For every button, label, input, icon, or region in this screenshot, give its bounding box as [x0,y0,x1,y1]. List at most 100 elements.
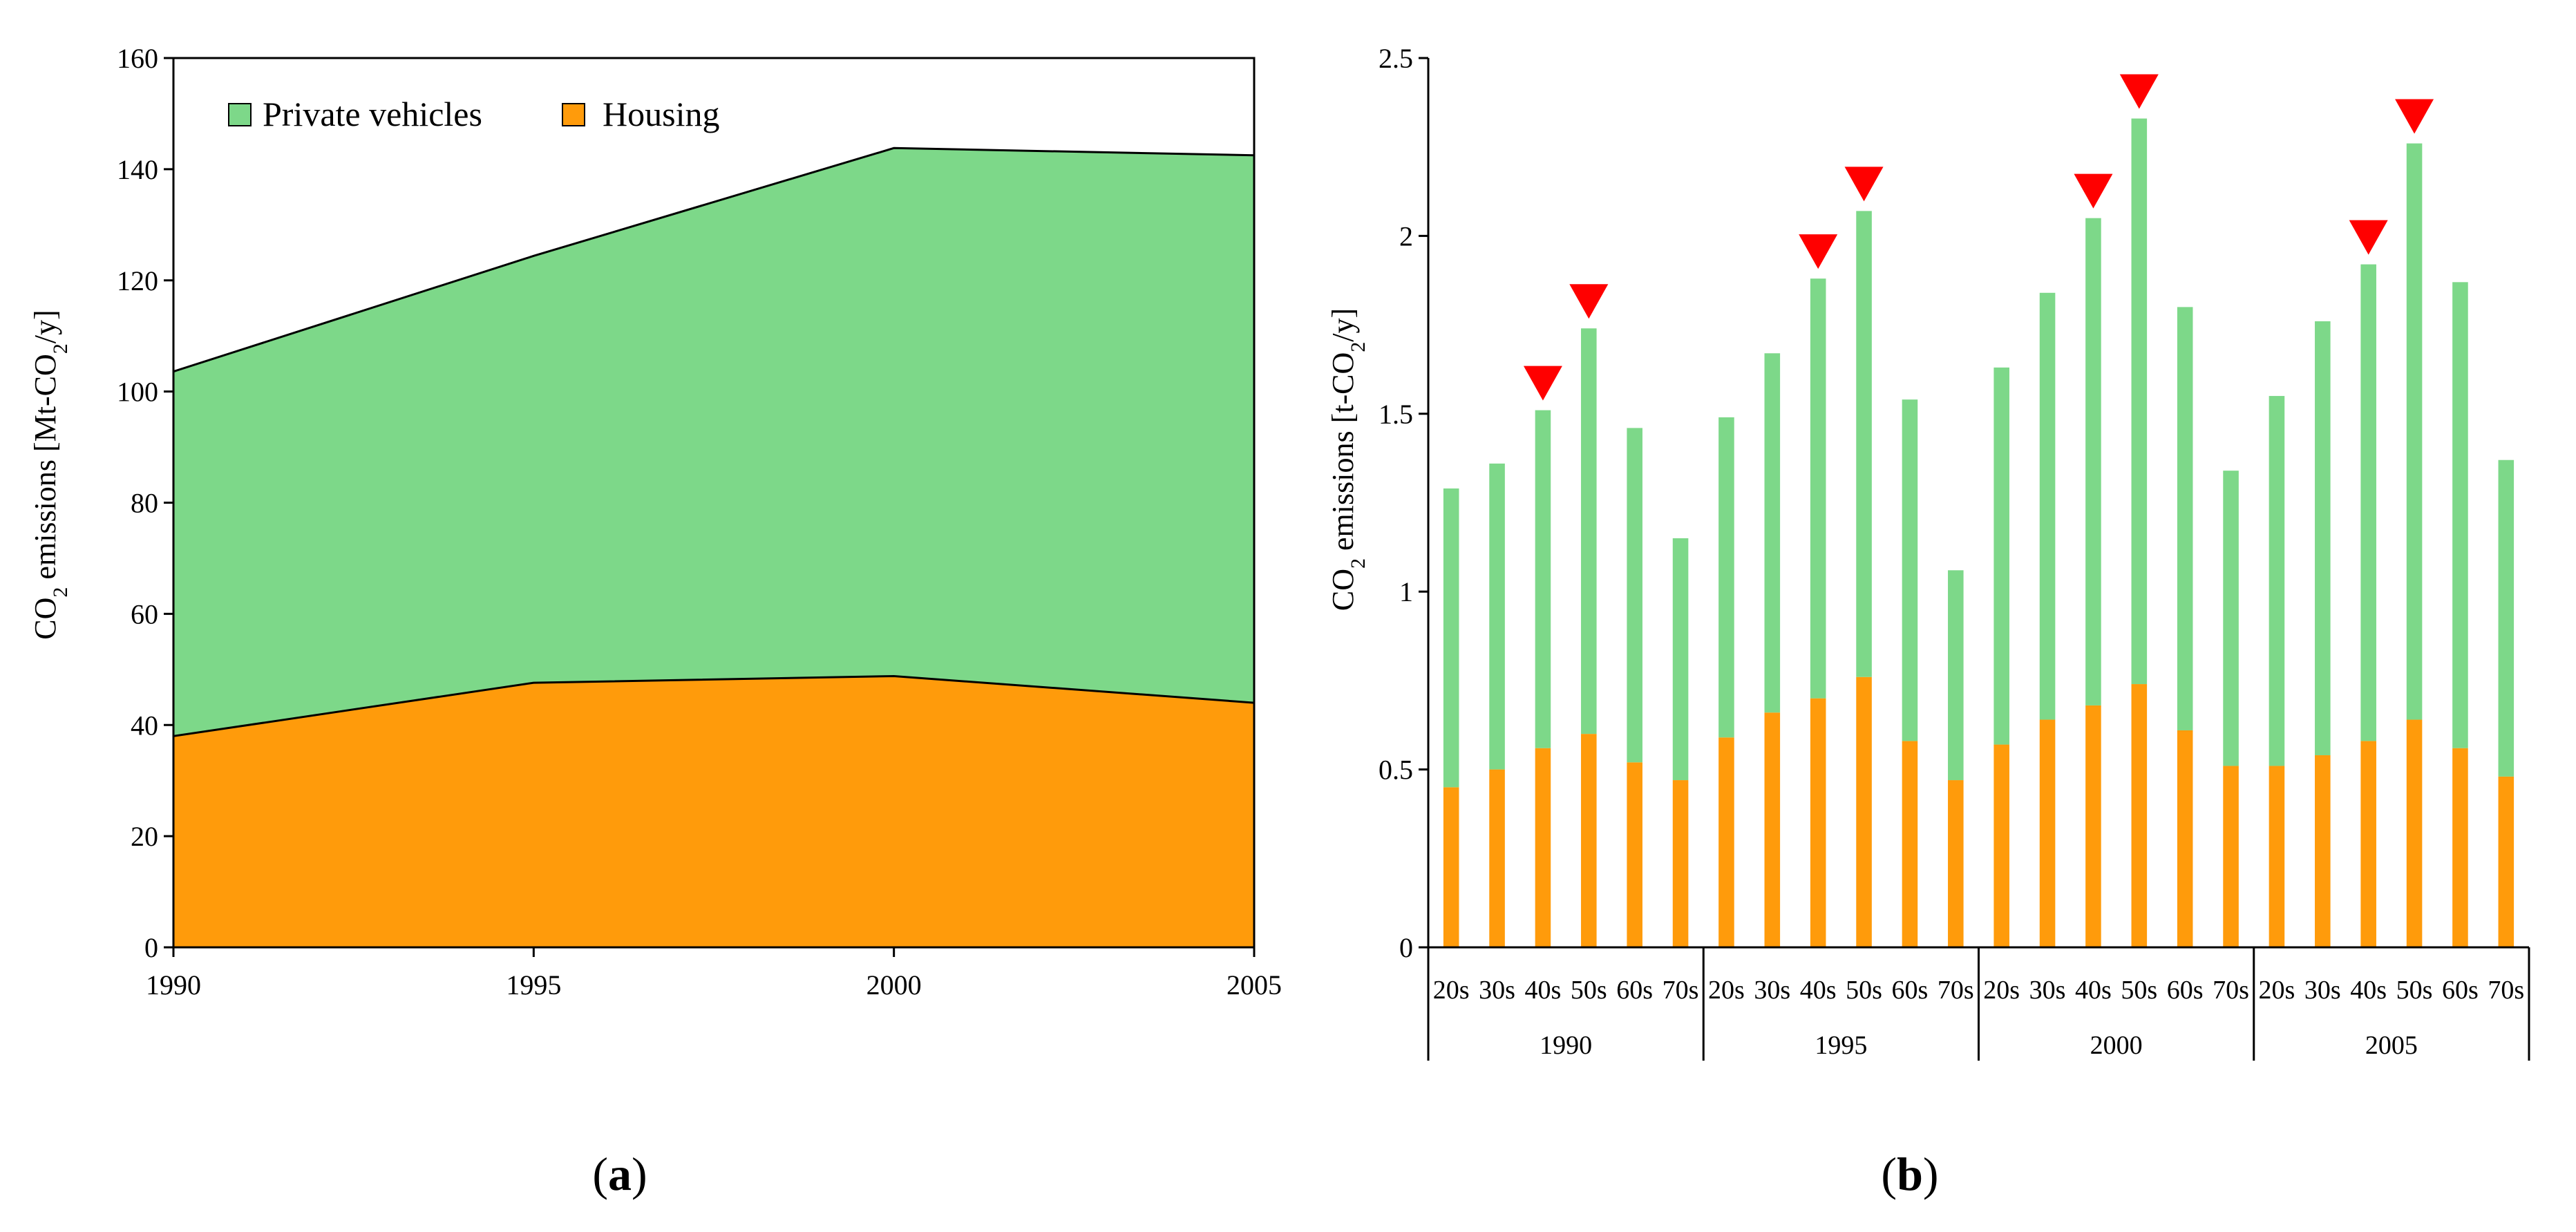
bar-housing [2315,755,2331,947]
y-tick-label: 140 [117,154,158,185]
bar-housing [1810,698,1826,947]
bar-private-vehicles [1993,367,2009,745]
chart-b-axes [1427,58,2530,1061]
group-label: 1990 [1540,1031,1592,1060]
bar-private-vehicles [1489,463,1505,770]
bar-housing [2360,741,2376,947]
y-tick-label: 160 [117,43,158,74]
bar-housing [2452,748,2468,947]
y-tick-label: 2 [1399,220,1413,252]
x-tick-label: 2005 [1227,969,1282,1001]
highlight-marker [1569,284,1609,319]
highlight-marker [1799,234,1838,269]
category-label: 60s [2167,976,2204,1005]
chart-b-bars [1443,118,2515,947]
group-label: 1995 [1815,1031,1867,1060]
bar-housing [2085,705,2101,947]
y-tick-label: 40 [131,710,158,741]
bar-private-vehicles [1581,328,1597,735]
bar-housing [1627,762,1642,947]
chart-b-markers [1523,74,2434,401]
bar-housing [2177,730,2193,947]
bar-private-vehicles [1535,410,1551,748]
y-tick-label: 60 [131,598,158,629]
category-label: 60s [1616,976,1653,1005]
bar-private-vehicles [1443,488,1459,788]
bar-housing [1764,712,1781,947]
category-label: 50s [2121,976,2157,1005]
bar-private-vehicles [2406,143,2423,720]
bar-housing [1718,737,1734,947]
bar-housing [1672,780,1689,947]
bar-private-vehicles [1627,428,1642,763]
bar-private-vehicles [2131,118,2148,685]
category-label: 40s [1525,976,1562,1005]
y-tick-label: 0.5 [1379,755,1413,786]
legend-swatch-private-vehicles [228,103,252,126]
bar-housing [2131,684,2148,947]
bar-private-vehicles [1718,417,1734,738]
chart-a-y-ticks: 0 20 40 60 80 100 120 140 160 [117,43,173,963]
bar-private-vehicles [2360,264,2376,741]
chart-a: 0 20 40 60 80 100 120 140 160 1990 1995 2000 2005 C… [28,43,1282,1001]
line-total [173,146,1255,373]
highlight-marker [2074,173,2113,209]
chart-b-y-axis-label: CO2 emissions [t-CO2/y] [1326,308,1370,611]
category-label: 70s [2213,976,2249,1005]
x-tick-label: 1995 [506,969,561,1001]
category-label: 60s [1892,976,1929,1005]
area-housing [173,676,1254,947]
chart-b-category-labels: 20s 30s 40s 50s 60s 70s 20s 30s 40s 50s 60s 70s 20s 3… [1433,976,2524,1005]
bar-private-vehicles [2085,218,2101,705]
bar-housing [2223,766,2239,947]
bar-private-vehicles [1902,399,1918,741]
bar-housing [1581,734,1597,947]
group-label: 2005 [2365,1031,2418,1060]
highlight-marker [2119,74,2159,109]
category-label: 20s [1708,976,1745,1005]
category-label: 40s [2350,976,2387,1005]
y-tick-label: 120 [117,265,158,296]
category-label: 50s [1571,976,1607,1005]
area-private-vehicles [173,148,1254,737]
y-tick-label: 1 [1399,576,1413,607]
category-label: 20s [2259,976,2295,1005]
category-label: 20s [1433,976,1470,1005]
caption-a: (a) [592,1148,647,1200]
bar-private-vehicles [2498,459,2515,777]
category-label: 30s [1479,976,1515,1005]
bar-private-vehicles [2452,282,2468,748]
bar-private-vehicles [2039,292,2056,720]
y-tick-label: 1.5 [1379,399,1413,430]
group-label: 2000 [2090,1031,2143,1060]
category-label: 70s [1663,976,1699,1005]
bar-private-vehicles [2269,396,2285,766]
chart-a-x-ticks: 1990 1995 2000 2005 [146,947,1282,1001]
bar-housing [2406,719,2423,947]
chart-a-y-axis-label: CO2 emissions [Mt-CO2/y] [28,310,72,639]
bar-private-vehicles [2223,471,2239,766]
bar-housing [1489,769,1505,947]
legend-label-private-vehicles: Private vehicles [263,95,482,133]
category-label: 30s [2029,976,2066,1005]
legend-label-housing: Housing [603,95,719,133]
chart-a-plot-area [173,146,1255,947]
highlight-marker [2395,99,2434,134]
category-label: 60s [2442,976,2479,1005]
bar-private-vehicles [1948,570,1964,781]
category-label: 70s [1938,976,1974,1005]
y-tick-label: 80 [131,488,158,519]
category-label: 30s [2304,976,2341,1005]
bar-housing [1948,780,1964,947]
legend-swatch-housing [562,103,585,126]
highlight-marker [1844,167,1884,202]
bar-private-vehicles [1764,353,1781,713]
chart-b-y-ticks: 0 0.5 1 1.5 2 2.5 [1379,43,1428,963]
y-tick-label: 100 [117,377,158,408]
category-label: 30s [1754,976,1790,1005]
chart-b: 0 0.5 1 1.5 2 2.5 20s 30s 40s 50s 60s 70s 20s 30s 40s… [1326,43,2530,1061]
bar-housing [1443,787,1459,947]
bar-private-vehicles [1672,538,1689,781]
chart-a-legend: Private vehicles Housing [228,95,719,133]
